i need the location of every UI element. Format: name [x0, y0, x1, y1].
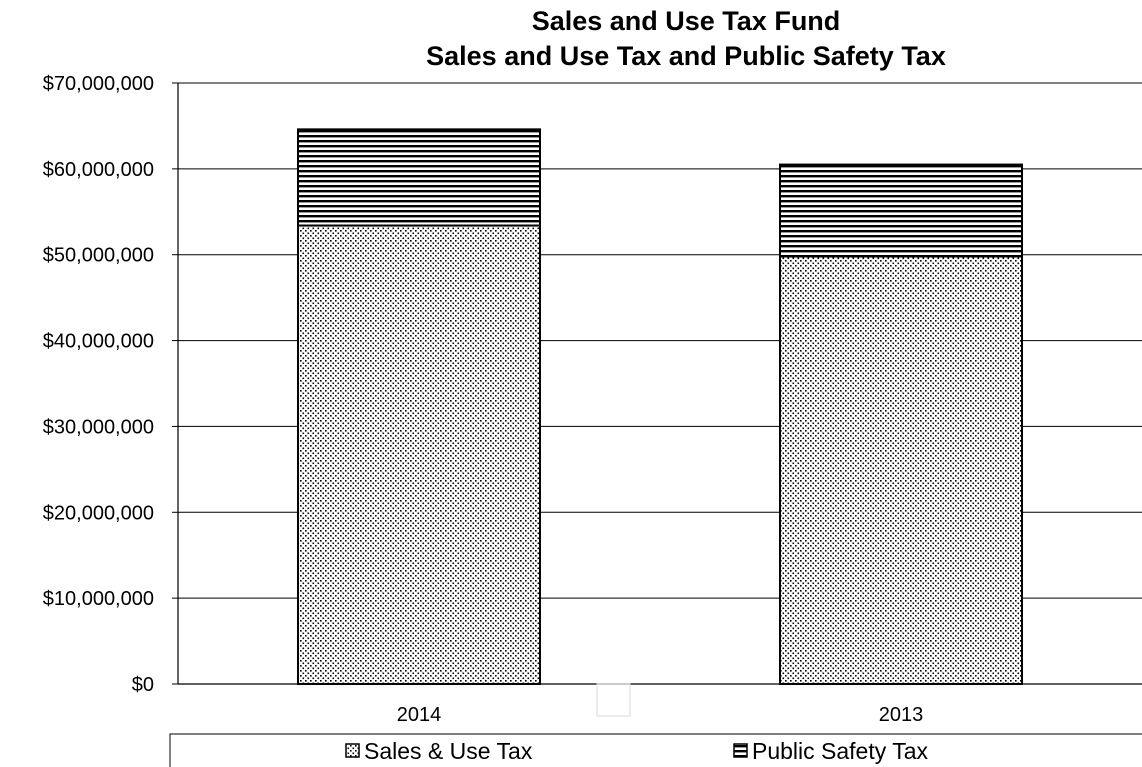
legend-swatch-public-safety-tax	[733, 743, 748, 758]
legend-label: Public Safety Tax	[752, 738, 929, 764]
bar-2013-public-safety-tax	[779, 163, 1023, 258]
y-tick-label: $30,000,000	[43, 416, 154, 438]
y-tick-label: $0	[132, 674, 154, 696]
y-axis-tick-labels: $0 $10,000,000 $20,000,000 $30,000,000 $40,0…	[43, 73, 154, 696]
x-tick-label: 2013	[879, 704, 924, 726]
y-tick-label: $20,000,000	[43, 502, 154, 524]
legend-label: Sales & Use Tax	[364, 738, 533, 764]
y-tick-label: $50,000,000	[43, 245, 154, 267]
data-table-cell-marker	[596, 683, 631, 717]
bar-2014-sales-use-tax	[297, 224, 541, 685]
legend-box	[169, 733, 1142, 767]
x-axis-tick-labels: 2014 2013	[397, 704, 924, 726]
x-tick-label: 2014	[397, 704, 442, 726]
bar-2013-sales-use-tax	[779, 255, 1023, 685]
legend: Sales & Use Tax Public Safety Tax	[169, 733, 1142, 767]
legend-swatch-sales-use-tax	[345, 743, 360, 758]
bar-2014-public-safety-tax	[297, 128, 541, 227]
y-tick-label: $40,000,000	[43, 331, 154, 353]
chart-title-line-2: Sales and Use Tax and Public Safety Tax	[426, 41, 946, 71]
y-tick-label: $60,000,000	[43, 159, 154, 181]
y-tick-label: $70,000,000	[43, 73, 154, 95]
bars	[297, 128, 1023, 685]
axes	[172, 82, 1142, 685]
y-tick-label: $10,000,000	[43, 588, 154, 610]
chart-title-line-1: Sales and Use Tax Fund	[532, 6, 841, 36]
chart-title: Sales and Use Tax Fund Sales and Use Tax…	[426, 6, 946, 71]
